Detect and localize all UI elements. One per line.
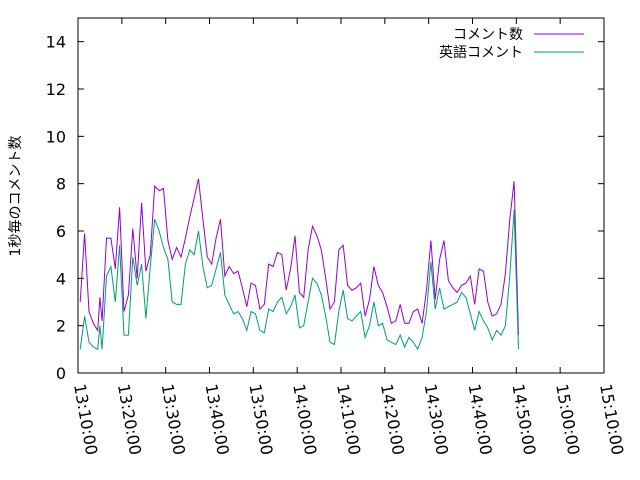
y-tick-label: 14	[46, 33, 66, 52]
plot-frame	[77, 17, 605, 374]
y-tick-label: 4	[56, 269, 66, 288]
y-tick-label: 2	[56, 317, 66, 336]
series-line-1	[79, 178, 519, 336]
x-tick-label: 15:00:00	[552, 382, 583, 456]
x-tick-label: 13:20:00	[114, 382, 145, 456]
x-axis-ticks: 13:10:00 13:20:00 13:30:00 13:40:00 13:50:00…	[70, 18, 627, 456]
series-lines	[79, 178, 519, 351]
x-tick-label: 14:20:00	[377, 382, 408, 456]
y-tick-label: 12	[46, 80, 66, 99]
y-axis-ticks: 0 2 4 6 8 10 12 14	[46, 33, 604, 383]
x-tick-label: 14:00:00	[289, 382, 320, 456]
x-tick-label: 14:30:00	[421, 382, 452, 456]
y-axis-label: 1秒毎のコメント数	[8, 136, 24, 257]
y-tick-label: 10	[46, 127, 66, 146]
series-line-2	[79, 209, 519, 351]
x-tick-label: 13:30:00	[158, 382, 189, 456]
legend-label-1: コメント数	[453, 27, 523, 43]
y-tick-label: 6	[56, 222, 66, 241]
y-tick-label: 0	[56, 364, 66, 383]
x-tick-label: 13:10:00	[70, 382, 101, 456]
x-tick-label: 14:40:00	[465, 382, 496, 456]
x-tick-label: 14:50:00	[508, 382, 539, 456]
x-tick-label: 15:10:00	[596, 382, 627, 456]
legend-label-2: 英語コメント	[439, 44, 523, 61]
y-tick-label: 8	[56, 175, 66, 194]
x-tick-label: 13:50:00	[245, 382, 276, 456]
x-tick-label: 14:10:00	[333, 382, 364, 456]
x-tick-label: 13:40:00	[202, 382, 233, 456]
